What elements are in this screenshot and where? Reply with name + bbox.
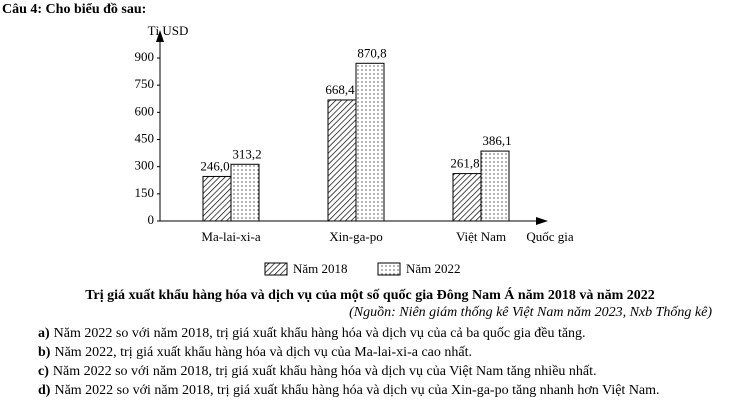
bar xyxy=(202,175,232,222)
bar xyxy=(230,163,260,222)
y-tick-label: 900 xyxy=(135,49,155,64)
y-tick-label: 450 xyxy=(135,130,155,145)
option-letter: b) xyxy=(38,345,51,360)
x-axis-label: Quốc gia xyxy=(526,229,574,244)
option-letter: c) xyxy=(38,364,49,379)
y-axis-label: Tỉ USD xyxy=(148,23,189,38)
legend-label: Năm 2022 xyxy=(406,261,461,276)
value-label: 261,8 xyxy=(450,156,479,171)
option-text: Năm 2022 so với năm 2018, trị giá xuất k… xyxy=(53,326,586,341)
bar xyxy=(327,99,357,222)
x-tick-label: Ma-lai-xi-a xyxy=(201,229,260,244)
value-label: 870,8 xyxy=(357,45,386,60)
y-tick-label: 0 xyxy=(148,212,155,227)
question-label: Câu 4: Cho biểu đồ sau: xyxy=(2,2,146,18)
option-text: Năm 2022 so với năm 2018, trị giá xuất k… xyxy=(52,364,597,379)
option-text: Năm 2022, trị giá xuất khẩu hàng hóa và … xyxy=(54,345,472,360)
option: a) Năm 2022 so với năm 2018, trị giá xuất… xyxy=(38,326,586,342)
bar xyxy=(452,173,482,222)
x-tick-label: Việt Nam xyxy=(456,229,506,244)
question: Câu 4: Cho biểu đồ sau: xyxy=(2,2,147,17)
x-tick-label: Xin-ga-po xyxy=(329,229,382,244)
y-tick-label: 600 xyxy=(135,103,155,118)
y-tick-label: 750 xyxy=(135,76,155,91)
y-tick-label: 300 xyxy=(135,158,155,173)
bar xyxy=(480,150,510,222)
source: (Nguồn: Niên giám thống kê Việt Nam năm … xyxy=(349,305,712,320)
option: d) Năm 2022 so với năm 2018, trị giá xuất… xyxy=(38,383,660,399)
value-label: 313,2 xyxy=(232,146,261,161)
legend-label: Năm 2018 xyxy=(293,261,348,276)
y-tick-label: 150 xyxy=(135,185,155,200)
value-label: 668,4 xyxy=(325,82,355,97)
option: c) Năm 2022 so với năm 2018, trị giá xuất… xyxy=(38,364,597,380)
option-text: Năm 2022 so với năm 2018, trị giá xuất k… xyxy=(54,383,660,398)
option: b) Năm 2022, trị giá xuất khẩu hàng hóa v… xyxy=(38,345,472,361)
legend-swatch xyxy=(264,262,288,276)
y-arrow xyxy=(156,30,164,42)
value-label: 386,1 xyxy=(482,133,511,148)
x-arrow xyxy=(536,217,548,225)
value-label: 246,0 xyxy=(200,158,229,173)
bar xyxy=(355,62,385,222)
option-letter: d) xyxy=(38,383,51,398)
option-letter: a) xyxy=(38,326,50,341)
caption: Trị giá xuất khẩu hàng hóa và dịch vụ củ… xyxy=(85,288,655,303)
legend-swatch xyxy=(377,262,401,276)
